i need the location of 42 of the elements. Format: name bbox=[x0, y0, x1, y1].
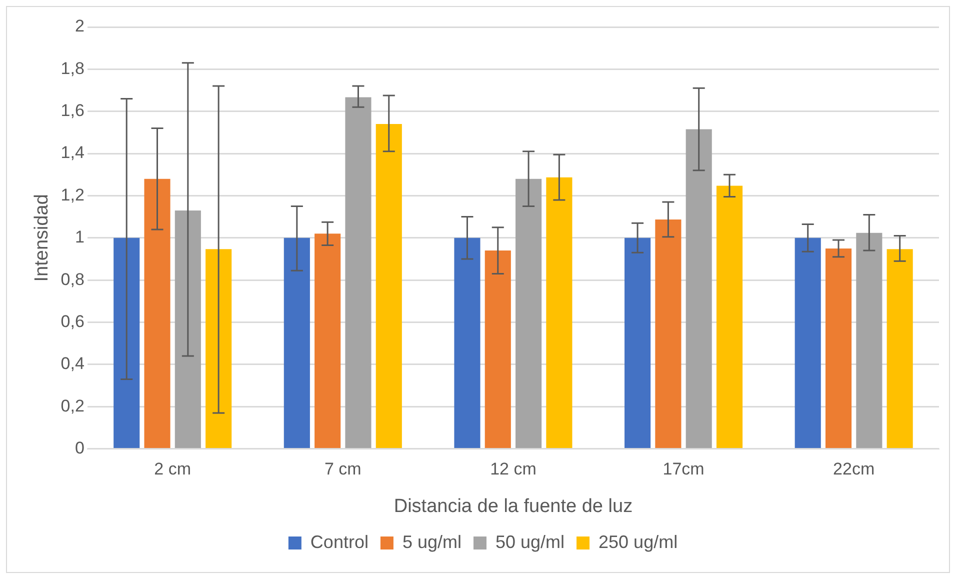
y-tick-label: 0 bbox=[74, 438, 84, 458]
bar bbox=[314, 234, 341, 448]
y-tick-label: 0,6 bbox=[60, 312, 84, 331]
x-tick-label: 22cm bbox=[833, 460, 875, 479]
bar bbox=[624, 238, 651, 448]
y-tick-label: 2 bbox=[74, 16, 84, 36]
bar bbox=[794, 238, 821, 448]
bar bbox=[856, 232, 882, 448]
x-axis-title: Distancia de la fuente de luz bbox=[394, 496, 633, 517]
y-tick-label: 1,8 bbox=[60, 58, 84, 78]
y-axis-title: Intensidad bbox=[32, 194, 53, 282]
bar bbox=[144, 178, 170, 448]
bar bbox=[454, 238, 480, 448]
legend-label: 50 ug/ml bbox=[495, 532, 565, 552]
x-tick-label: 17cm bbox=[662, 460, 704, 479]
y-tick-label: 1,6 bbox=[60, 101, 84, 120]
legend-label: 250 ug/ml bbox=[598, 532, 678, 552]
bar bbox=[114, 238, 140, 448]
bar bbox=[686, 129, 712, 448]
x-tick-label: 2 cm bbox=[154, 460, 192, 479]
y-tick-label: 1,4 bbox=[60, 143, 84, 162]
bar bbox=[484, 250, 511, 448]
y-tick-label: 1 bbox=[74, 228, 84, 247]
bar bbox=[284, 238, 310, 448]
bar bbox=[655, 220, 682, 448]
y-tick-label: 0,2 bbox=[60, 396, 84, 416]
x-tick-label: 7 cm bbox=[324, 460, 362, 479]
legend-label: 5 ug/ml bbox=[402, 532, 462, 552]
bar bbox=[345, 97, 372, 448]
bar bbox=[546, 177, 572, 448]
legend-label: Control bbox=[310, 532, 368, 552]
bar bbox=[206, 249, 232, 448]
bar bbox=[516, 178, 542, 448]
bar bbox=[376, 124, 402, 448]
bar bbox=[825, 248, 852, 448]
x-tick-label: 12 cm bbox=[490, 460, 536, 479]
bar bbox=[174, 210, 201, 448]
y-tick-label: 0,8 bbox=[60, 270, 84, 289]
bar bbox=[716, 186, 743, 448]
y-tick-label: 1,2 bbox=[60, 185, 84, 204]
bar bbox=[886, 249, 913, 448]
y-tick-label: 0,4 bbox=[60, 354, 84, 374]
